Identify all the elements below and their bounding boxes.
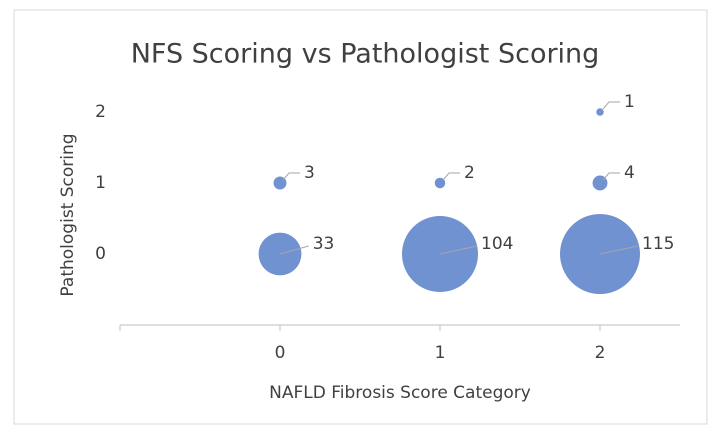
y-axis-title: Pathologist Scoring xyxy=(58,133,78,296)
y-tick-label: 1 xyxy=(95,173,106,193)
data-label: 3 xyxy=(304,163,315,183)
chart-title: NFS Scoring vs Pathologist Scoring xyxy=(131,39,600,70)
x-axis-title: NAFLD Fibrosis Score Category xyxy=(269,383,531,403)
leader-line xyxy=(602,172,620,181)
leader-line xyxy=(439,245,478,255)
x-tick-label: 2 xyxy=(595,343,606,363)
y-tick-label: 2 xyxy=(95,102,106,122)
leader-line xyxy=(602,101,620,110)
data-label: 33 xyxy=(313,234,335,254)
data-label: 115 xyxy=(642,234,674,254)
data-label: 2 xyxy=(464,163,475,183)
data-label: 104 xyxy=(481,234,513,254)
data-label: 4 xyxy=(624,163,635,183)
leader-line xyxy=(282,172,300,181)
data-label: 1 xyxy=(624,92,635,112)
leader-line xyxy=(279,245,309,255)
leader-line xyxy=(442,172,460,181)
x-tick-label: 1 xyxy=(435,343,446,363)
bubble xyxy=(596,108,604,116)
leader-line xyxy=(599,245,639,255)
x-tick-label: 0 xyxy=(275,343,286,363)
bubble xyxy=(434,177,446,189)
y-tick-label: 0 xyxy=(95,244,106,264)
